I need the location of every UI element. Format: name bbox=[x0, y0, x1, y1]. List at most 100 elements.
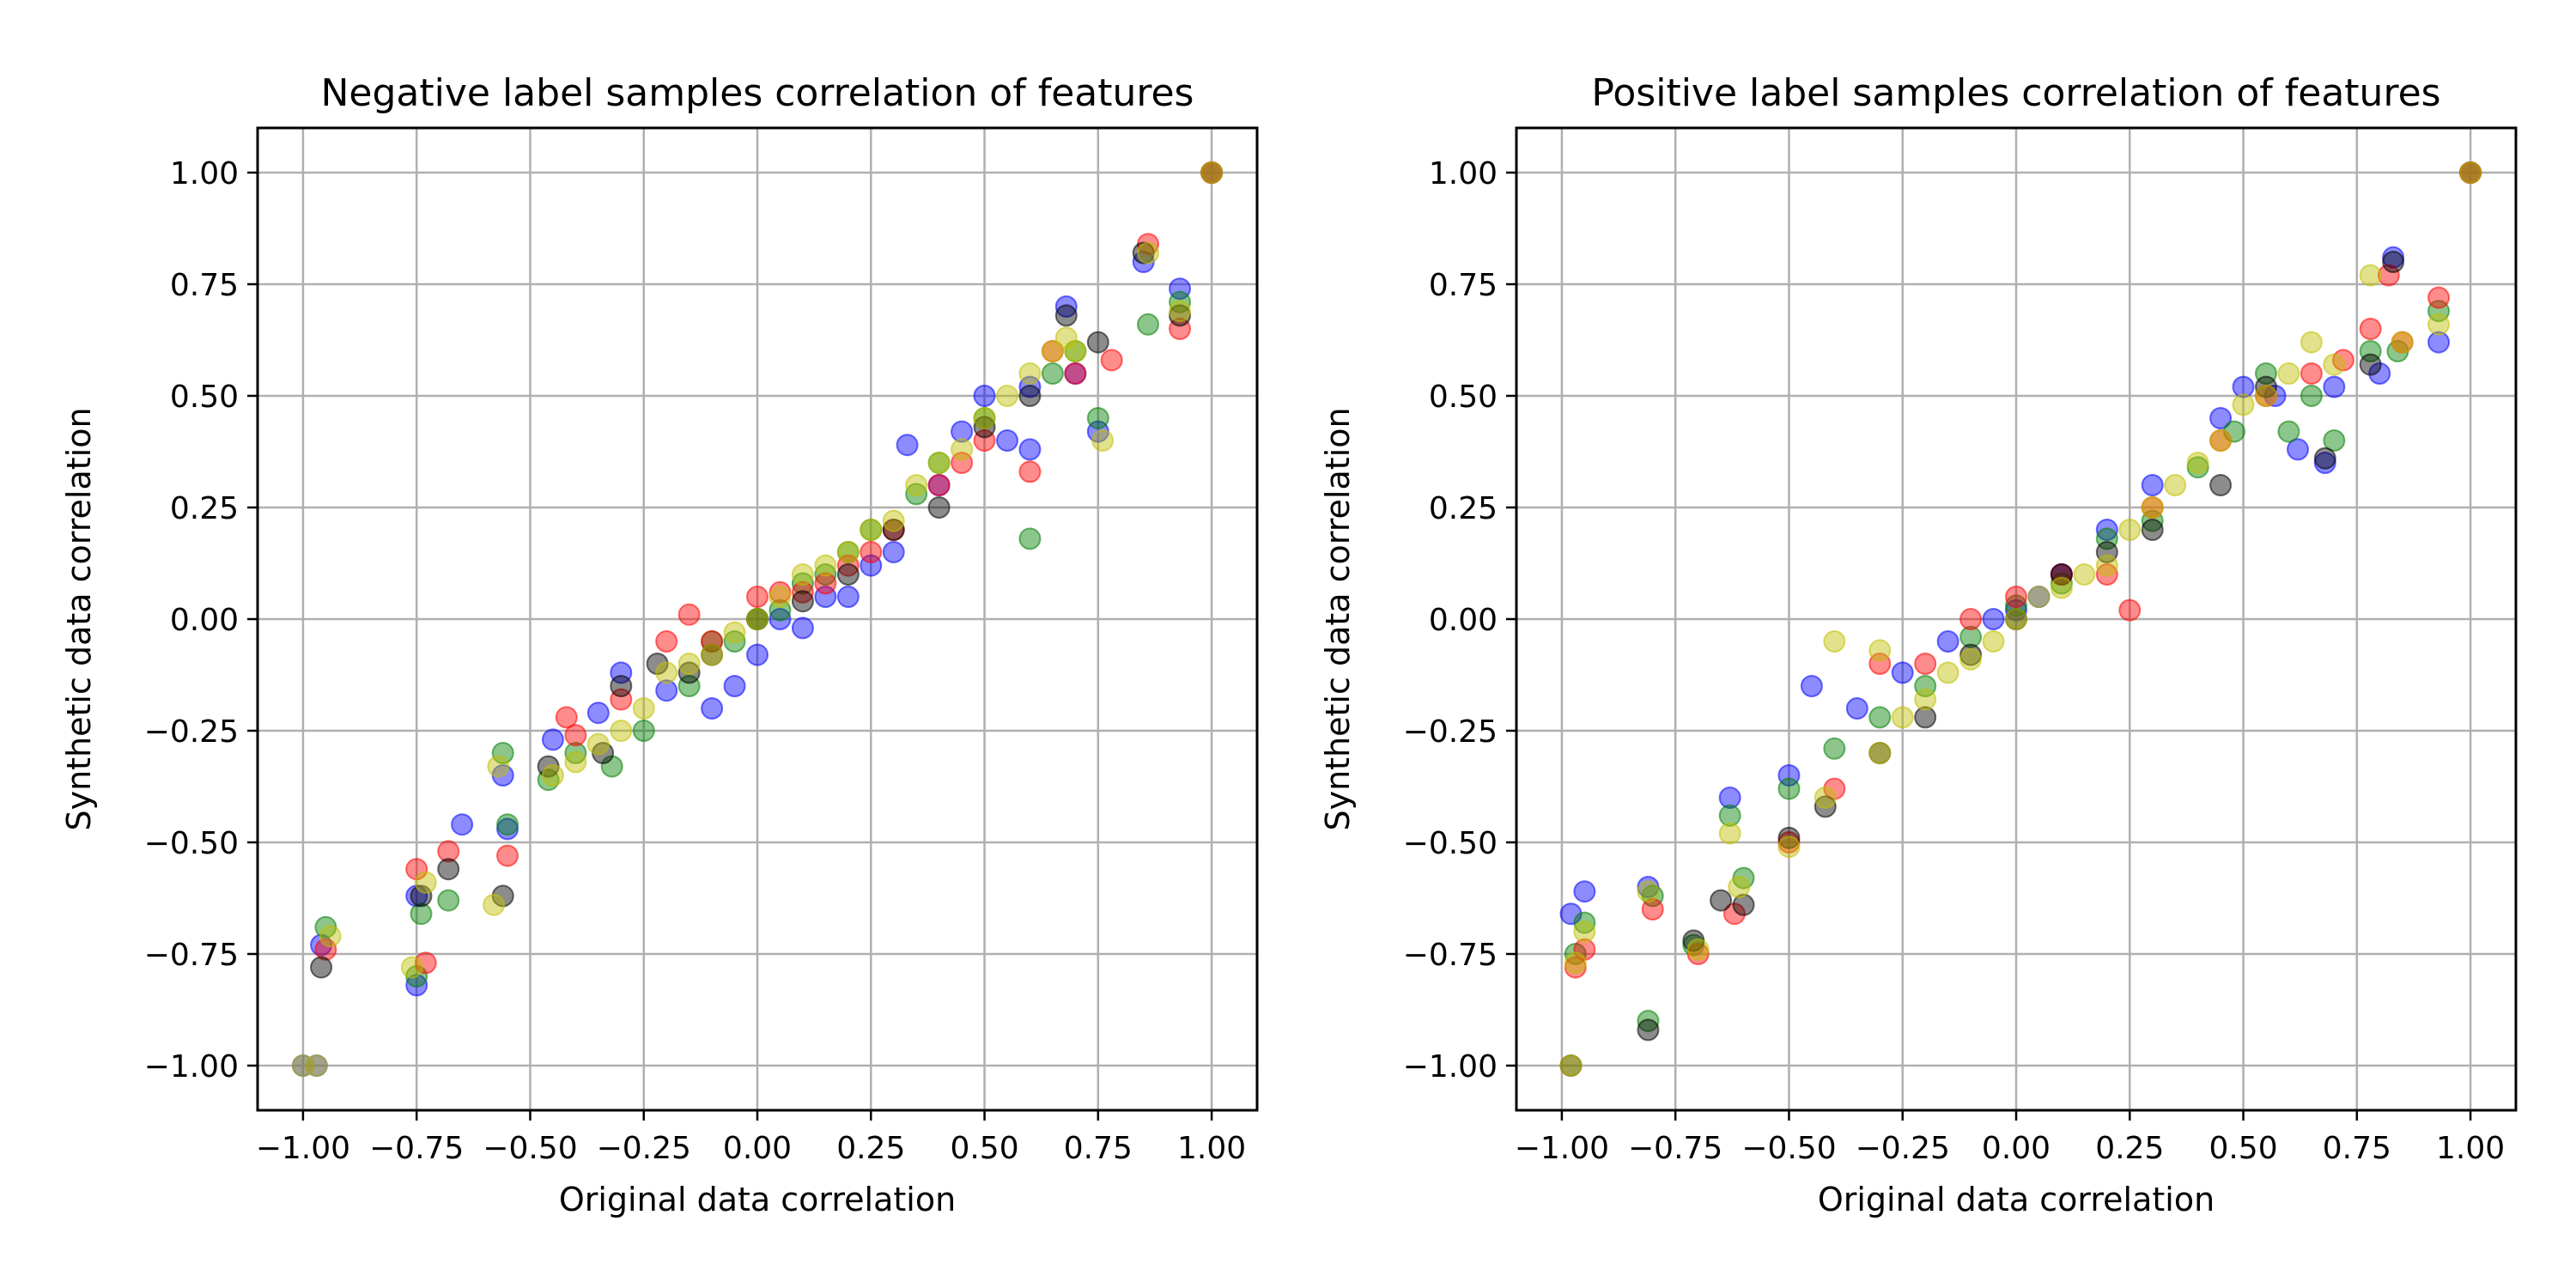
data-point bbox=[2277, 420, 2300, 443]
data-point bbox=[882, 541, 905, 563]
x-tick-label: −0.25 bbox=[1856, 1131, 1950, 1166]
data-point bbox=[746, 608, 769, 630]
data-point bbox=[677, 653, 701, 675]
data-point bbox=[2141, 474, 2164, 496]
data-point bbox=[1573, 911, 1596, 934]
data-point bbox=[305, 1054, 328, 1077]
data-point bbox=[405, 974, 428, 997]
data-point bbox=[410, 884, 433, 908]
x-tick-label: 0.25 bbox=[836, 1131, 905, 1166]
data-point bbox=[1777, 777, 1801, 800]
data-point bbox=[973, 416, 996, 439]
y-tick-label: −0.25 bbox=[1403, 714, 1498, 750]
data-point bbox=[882, 519, 905, 541]
data-point bbox=[723, 621, 746, 644]
data-point bbox=[1091, 429, 1115, 452]
data-point bbox=[1054, 295, 1078, 318]
data-point bbox=[836, 563, 860, 586]
data-point bbox=[1637, 880, 1660, 903]
x-tick-label: 1.00 bbox=[1177, 1131, 1246, 1166]
data-point bbox=[973, 385, 996, 407]
data-point bbox=[586, 732, 610, 756]
data-point bbox=[791, 580, 814, 604]
positive-label-scatter-panel: −1.00 −0.75 −0.50 −0.25 0.00 0.25 0.50 0.75 1.00… bbox=[1319, 71, 2518, 1218]
y-tick-label: 0.25 bbox=[1429, 491, 1498, 526]
data-point bbox=[541, 764, 564, 787]
x-tick-label: −0.25 bbox=[597, 1131, 691, 1166]
data-point bbox=[610, 720, 633, 742]
data-point bbox=[2164, 474, 2187, 496]
data-point bbox=[1018, 385, 1042, 407]
data-point bbox=[2141, 496, 2164, 519]
data-point bbox=[1936, 661, 1959, 684]
data-point bbox=[1868, 706, 1892, 729]
data-point bbox=[414, 951, 437, 975]
data-point bbox=[1814, 787, 1837, 809]
data-point bbox=[1573, 880, 1596, 903]
data-point bbox=[791, 617, 814, 640]
x-tick-label: 0.50 bbox=[950, 1131, 1018, 1166]
data-point bbox=[2427, 331, 2451, 354]
data-point bbox=[1845, 697, 1868, 720]
x-tick-label: 0.00 bbox=[1982, 1131, 2050, 1166]
data-point bbox=[2005, 608, 2027, 630]
data-point bbox=[451, 813, 474, 836]
data-point bbox=[1686, 938, 1710, 961]
data-point bbox=[632, 720, 655, 742]
data-point bbox=[860, 541, 883, 563]
data-point bbox=[927, 452, 951, 474]
data-point bbox=[1064, 340, 1087, 362]
data-point bbox=[1777, 835, 1801, 859]
data-point bbox=[2287, 438, 2310, 461]
data-point bbox=[2359, 353, 2382, 376]
data-point bbox=[2459, 161, 2482, 184]
data-point bbox=[2209, 407, 2233, 429]
data-point bbox=[1936, 630, 1959, 653]
data-point bbox=[2186, 452, 2209, 474]
data-point bbox=[896, 434, 919, 457]
data-point bbox=[491, 884, 514, 908]
y-tick-label: −0.50 bbox=[144, 826, 239, 861]
x-tick-label: −1.00 bbox=[1515, 1131, 1609, 1166]
data-point bbox=[2323, 375, 2346, 398]
data-point bbox=[487, 755, 510, 778]
data-point bbox=[2118, 519, 2142, 541]
data-point bbox=[555, 706, 578, 729]
data-point bbox=[836, 541, 860, 563]
data-point bbox=[1823, 737, 1846, 760]
y-tick-label: 0.75 bbox=[170, 268, 239, 303]
data-point bbox=[2232, 375, 2255, 398]
data-point bbox=[2073, 563, 2096, 586]
data-point bbox=[2095, 563, 2118, 586]
data-point bbox=[1559, 1054, 1583, 1077]
y-tick-label: 1.00 bbox=[1429, 156, 1498, 191]
data-point bbox=[860, 519, 883, 541]
data-point bbox=[951, 420, 974, 443]
data-point bbox=[2359, 318, 2382, 340]
data-point bbox=[1959, 608, 1983, 630]
y-tick-label: 0.50 bbox=[170, 380, 239, 415]
x-tick-label: −0.50 bbox=[1741, 1131, 1836, 1166]
negative-label-scatter-panel: −1.00 −0.75 −0.50 −0.25 0.00 0.25 0.50 0.75 1.00… bbox=[60, 71, 1259, 1218]
data-point bbox=[1800, 675, 1823, 697]
data-point bbox=[1982, 630, 2005, 653]
data-point bbox=[1041, 362, 1064, 385]
y-tick-label: 1.00 bbox=[170, 156, 239, 191]
data-point bbox=[1137, 313, 1160, 336]
data-point bbox=[610, 675, 633, 697]
data-point bbox=[1959, 647, 1983, 671]
data-point bbox=[319, 925, 342, 948]
data-point bbox=[1637, 1010, 1660, 1032]
data-point bbox=[2313, 447, 2336, 470]
data-point bbox=[1814, 795, 1837, 818]
data-point bbox=[2391, 331, 2414, 354]
data-point bbox=[2027, 586, 2050, 608]
data-point bbox=[496, 813, 519, 836]
data-point bbox=[410, 902, 433, 926]
x-tick-label: −0.75 bbox=[369, 1131, 464, 1166]
data-point bbox=[400, 956, 423, 979]
data-point bbox=[1169, 300, 1192, 323]
data-point bbox=[632, 697, 655, 720]
data-point bbox=[2095, 554, 2118, 577]
data-point bbox=[2050, 576, 2073, 599]
